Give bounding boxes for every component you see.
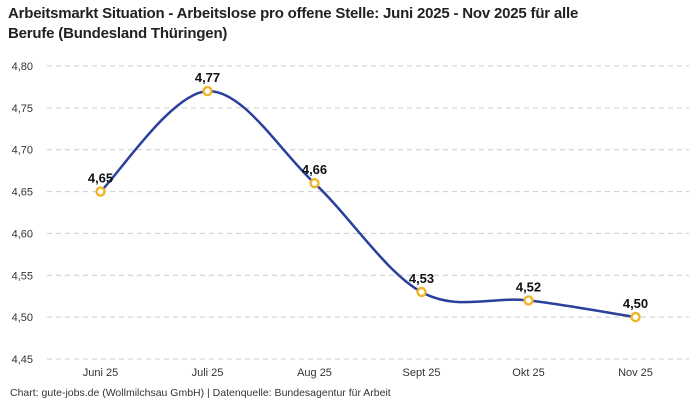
x-axis-tick-label: Juli 25	[192, 367, 224, 379]
data-point-label: 4,53	[409, 271, 434, 286]
data-point-marker	[202, 85, 213, 97]
data-point-label: 4,65	[88, 171, 113, 186]
y-axis-tick-label: 4,45	[12, 354, 33, 366]
data-point-label: 4,77	[195, 70, 220, 85]
y-axis-tick-label: 4,70	[12, 145, 33, 157]
y-axis-tick-label: 4,60	[12, 228, 33, 240]
y-axis-tick-label: 4,80	[12, 61, 33, 73]
data-point-marker	[523, 295, 534, 306]
x-axis-tick-label: Okt 25	[512, 367, 544, 379]
y-axis-tick-label: 4,75	[12, 103, 33, 115]
chart-source-footer: Chart: gute-jobs.de (Wollmilchsau GmbH) …	[10, 387, 391, 399]
data-point-marker	[95, 186, 106, 197]
page-title: Arbeitsmarkt Situation - Arbeitslose pro…	[8, 4, 680, 44]
data-point-marker	[630, 311, 641, 323]
data-point-label: 4,50	[623, 296, 648, 311]
data-point-marker	[416, 286, 427, 298]
x-axis-tick-label: Nov 25	[618, 367, 653, 379]
y-axis-tick-label: 4,65	[12, 187, 33, 199]
x-axis-tick-label: Juni 25	[83, 367, 118, 379]
page-title-line-2: Berufe (Bundesland Thüringen)	[8, 25, 228, 42]
y-axis-tick-label: 4,55	[12, 270, 33, 282]
x-axis-tick-label: Aug 25	[297, 367, 332, 379]
data-point-label: 4,52	[516, 279, 541, 294]
data-point-marker	[309, 177, 320, 189]
page-title-line-1: Arbeitsmarkt Situation - Arbeitslose pro…	[8, 5, 579, 22]
y-axis-tick-label: 4,50	[12, 312, 33, 324]
x-axis-tick-label: Sept 25	[403, 367, 441, 379]
trend-line	[99, 89, 637, 319]
data-point-label: 4,66	[302, 162, 327, 177]
